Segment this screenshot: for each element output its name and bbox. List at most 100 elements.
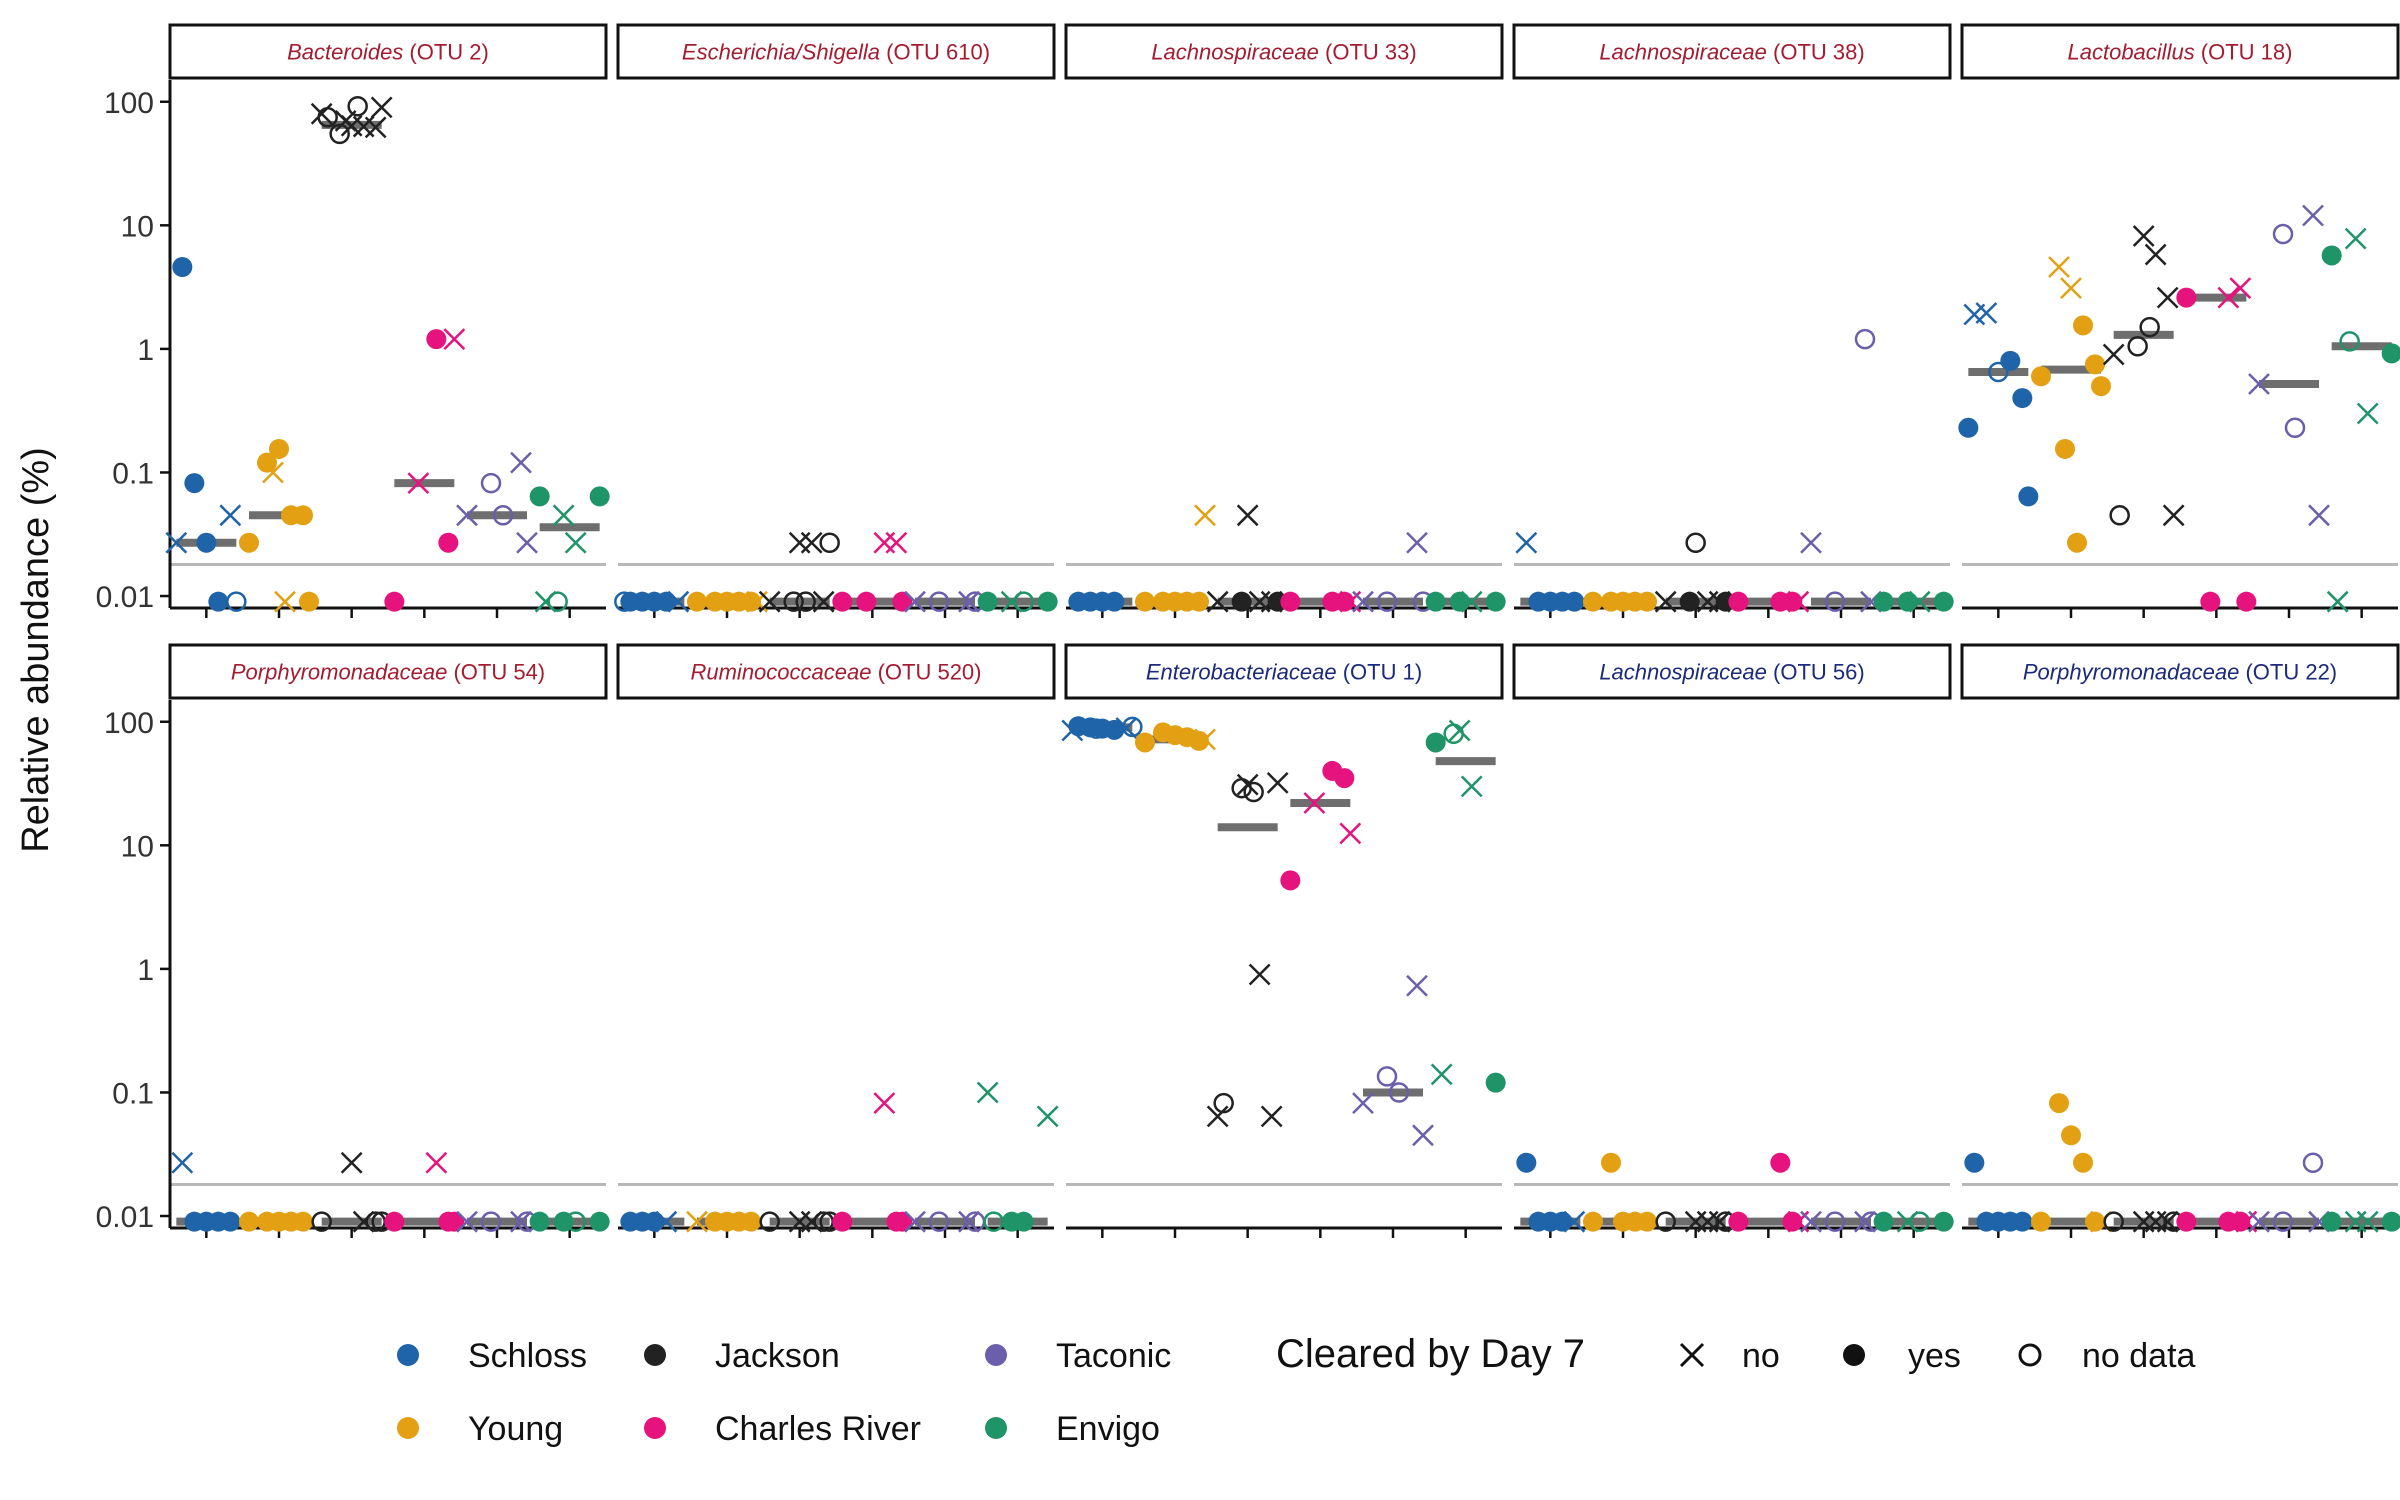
- data-point: [1824, 1211, 1846, 1232]
- data-point-stroke: [2132, 225, 2155, 247]
- facet-title: Lactobacillus (OTU 18): [2068, 40, 2293, 65]
- data-point-stroke: [812, 590, 835, 613]
- data-point: [208, 591, 229, 612]
- facet-panel: Lachnospiraceae (OTU 38): [1512, 23, 1954, 618]
- legend-shape-filled: [1843, 1344, 1865, 1366]
- data-point: [783, 591, 804, 612]
- data-point: [1515, 531, 1538, 554]
- facet-title: Lachnospiraceae (OTU 33): [1151, 40, 1416, 65]
- data-point-stroke: [1036, 1105, 1059, 1128]
- data-point: [1303, 792, 1326, 814]
- facet-panel: Porphyromonadaceae (OTU 22): [1960, 643, 2400, 1238]
- data-point-stroke: [904, 1210, 926, 1233]
- facet-panels: Bacteroides (OTU 2) 0.01 0.1 1 10 100 Escheric…: [96, 23, 2400, 1238]
- data-point: [184, 473, 205, 494]
- y-tick-label: 1: [137, 954, 154, 987]
- data-point-stroke: [873, 1092, 896, 1114]
- data-point: [1824, 591, 1846, 612]
- legend-shape-label: no: [1742, 1337, 1780, 1375]
- legend-swatch: [644, 1344, 666, 1366]
- data-point: [2132, 225, 2155, 247]
- data-point: [1376, 591, 1398, 612]
- data-point: [2176, 287, 2197, 308]
- data-point-stroke: [1061, 719, 1084, 742]
- data-point-stroke: [1236, 504, 1259, 527]
- data-point-stroke: [2162, 504, 2185, 527]
- data-point: [1388, 1082, 1410, 1103]
- data-point-stroke: [1352, 1092, 1374, 1114]
- data-point: [741, 591, 761, 612]
- data-point-stroke: [552, 504, 575, 527]
- legend-shape-cross: [1679, 1342, 1705, 1368]
- data-point: [928, 591, 950, 612]
- data-point: [438, 532, 459, 553]
- data-point: [977, 591, 998, 612]
- data-point: [2344, 227, 2367, 250]
- data-point-stroke: [1352, 590, 1374, 613]
- legend-label: Envigo: [1056, 1410, 1160, 1448]
- legend-label: Young: [468, 1410, 563, 1448]
- data-point: [1036, 1105, 1059, 1128]
- data-point: [2144, 243, 2167, 266]
- data-point-stroke: [564, 531, 587, 554]
- data-point: [2326, 590, 2349, 613]
- data-point: [1708, 1210, 1731, 1233]
- data-point: [928, 1211, 950, 1232]
- facet-title-otu: (OTU 38): [1767, 40, 1865, 65]
- data-point: [2156, 286, 2179, 309]
- legend-shape-label: yes: [1908, 1337, 1961, 1375]
- data-point-stroke: [1266, 772, 1289, 794]
- data-point-stroke: [364, 116, 387, 139]
- data-point-stroke: [171, 1151, 194, 1174]
- data-point: [1460, 590, 1483, 613]
- data-point: [1485, 591, 1506, 612]
- facet-title: Lachnospiraceae (OTU 38): [1599, 40, 1864, 65]
- data-point: [1782, 591, 1803, 612]
- data-point-stroke: [2248, 373, 2270, 395]
- data-point-stroke: [1406, 531, 1428, 554]
- data-point: [1770, 1152, 1791, 1173]
- data-point: [1854, 1210, 1876, 1233]
- data-point: [1909, 1211, 1930, 1232]
- facet-title-taxon: Lactobacillus: [2068, 40, 2195, 65]
- legend-shape-item: no data: [2018, 1337, 2196, 1375]
- facet-title-otu: (OTU 520): [871, 660, 981, 685]
- data-point: [564, 531, 587, 554]
- facet-title-otu: (OTU 2): [403, 40, 489, 65]
- data-point: [1964, 1152, 1985, 1173]
- facet-strip: [1512, 23, 1952, 80]
- data-point-stroke: [1430, 1063, 1453, 1086]
- data-point: [239, 1211, 259, 1232]
- data-point: [892, 1211, 913, 1232]
- data-point: [1988, 361, 2009, 383]
- facet-panel: Lactobacillus (OTU 18): [1958, 23, 2400, 618]
- data-point: [759, 1211, 780, 1232]
- data-point: [1135, 732, 1155, 753]
- data-point: [2109, 505, 2130, 526]
- facet-title-taxon: Porphyromonadaceae: [2023, 660, 2239, 685]
- data-point: [2031, 366, 2051, 387]
- data-point: [443, 328, 466, 350]
- data-point: [2156, 1210, 2179, 1233]
- data-point: [1430, 1063, 1453, 1086]
- legend-item: Charles River: [644, 1410, 921, 1448]
- facet-panel: Lachnospiraceae (OTU 33): [1064, 23, 1506, 618]
- data-point-stroke: [219, 504, 242, 527]
- facet-title-taxon: Enterobacteriaceae: [1146, 660, 1337, 685]
- data-point: [1104, 591, 1125, 612]
- data-point: [1189, 730, 1209, 751]
- data-point-stroke: [958, 1210, 980, 1233]
- data-point: [1194, 504, 1216, 527]
- y-tick-label: 100: [104, 707, 154, 740]
- data-point: [958, 1210, 980, 1233]
- data-point: [832, 1211, 853, 1232]
- data-point-stroke: [1448, 719, 1471, 742]
- legend-swatch: [985, 1417, 1007, 1439]
- facet-title: Porphyromonadaceae (OTU 22): [2023, 660, 2337, 685]
- data-point-stroke: [262, 461, 284, 484]
- data-point-stroke: [1194, 728, 1216, 751]
- facet-title-otu: (OTU 54): [447, 660, 545, 685]
- facet-strip: [1064, 643, 1504, 700]
- data-point: [1194, 728, 1216, 751]
- facet-title: Ruminococcaceae (OTU 520): [690, 660, 981, 685]
